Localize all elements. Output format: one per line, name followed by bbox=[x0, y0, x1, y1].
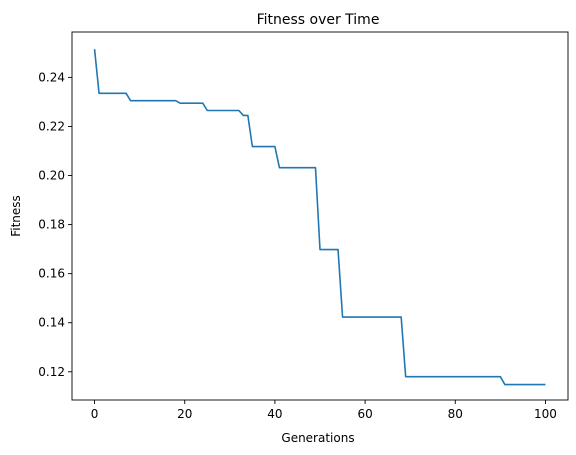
x-tick-label: 0 bbox=[91, 407, 99, 421]
y-axis: 0.12 0.14 0.16 0.18 0.20 0.22 0.24 bbox=[38, 70, 72, 379]
x-axis: 0 20 40 60 80 100 bbox=[91, 400, 557, 421]
x-tick-label: 100 bbox=[534, 407, 557, 421]
plot-area: 0 20 40 60 80 100 0.12 0.14 0.16 0.18 0.20 0.22 0.2… bbox=[38, 31, 569, 421]
y-axis-label: Fitness bbox=[9, 195, 23, 237]
y-tick-label: 0.24 bbox=[38, 70, 65, 84]
x-axis-label: Generations bbox=[281, 431, 354, 445]
x-tick-label: 80 bbox=[448, 407, 463, 421]
y-tick-label: 0.18 bbox=[38, 218, 65, 232]
y-tick-label: 0.16 bbox=[38, 267, 65, 281]
y-tick-label: 0.14 bbox=[38, 316, 65, 330]
x-tick-label: 40 bbox=[267, 407, 282, 421]
chart-title: Fitness over Time bbox=[257, 12, 380, 28]
y-tick-label: 0.12 bbox=[38, 365, 65, 379]
x-tick-label: 20 bbox=[177, 407, 192, 421]
y-tick-label: 0.22 bbox=[38, 119, 65, 133]
y-tick-label: 0.20 bbox=[38, 169, 65, 183]
x-tick-label: 60 bbox=[357, 407, 372, 421]
fitness-line bbox=[93, 49, 546, 386]
plot-frame bbox=[71, 31, 569, 401]
